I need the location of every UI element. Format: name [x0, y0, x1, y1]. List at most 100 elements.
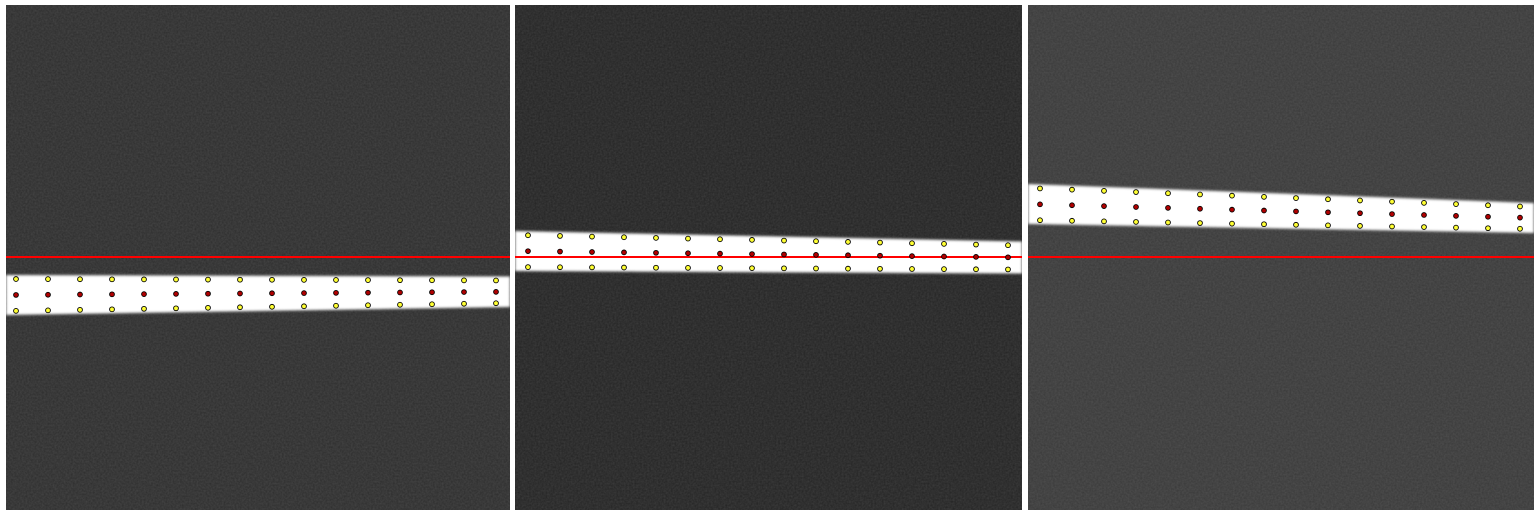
- center-marker: [1325, 209, 1331, 216]
- center-marker: [269, 290, 275, 297]
- edge-marker-top: [205, 276, 211, 283]
- center-marker: [941, 253, 947, 260]
- center-marker: [173, 291, 179, 297]
- edge-marker-top: [1325, 196, 1331, 203]
- edge-marker-bottom: [717, 265, 723, 271]
- edge-marker-bottom: [109, 306, 115, 313]
- center-marker: [205, 290, 211, 297]
- edge-marker-bottom: [557, 264, 563, 271]
- edge-marker-top: [749, 237, 755, 243]
- bright-stripe: [515, 231, 1022, 274]
- edge-marker-top: [141, 276, 147, 283]
- edge-marker-bottom: [1037, 217, 1043, 224]
- edge-marker-top: [109, 276, 115, 283]
- edge-marker-top: [1357, 197, 1363, 204]
- edge-marker-bottom: [653, 264, 659, 271]
- edge-marker-top: [557, 233, 563, 239]
- edge-marker-top: [45, 276, 51, 282]
- center-marker: [1069, 202, 1075, 209]
- edge-marker-bottom: [1485, 225, 1491, 232]
- center-marker: [429, 289, 435, 296]
- edge-marker-bottom: [1453, 224, 1459, 231]
- edge-marker-bottom: [621, 264, 627, 271]
- edge-marker-top: [877, 239, 883, 246]
- edge-marker-top: [1229, 192, 1235, 199]
- edge-marker-top: [1005, 242, 1011, 249]
- edge-marker-top: [1485, 202, 1491, 209]
- center-marker: [1037, 201, 1043, 208]
- edge-marker-top: [13, 276, 19, 282]
- center-marker: [461, 289, 467, 295]
- edge-marker-top: [845, 239, 851, 245]
- center-marker: [1005, 254, 1011, 261]
- edge-marker-bottom: [1357, 223, 1363, 229]
- edge-marker-bottom: [301, 303, 307, 310]
- edge-marker-top: [397, 277, 403, 284]
- edge-marker-top: [1037, 185, 1043, 192]
- center-marker: [525, 248, 531, 255]
- edge-marker-top: [365, 277, 371, 283]
- center-marker: [973, 254, 979, 260]
- edge-marker-top: [653, 235, 659, 241]
- edge-marker-bottom: [1261, 221, 1267, 228]
- edge-marker-bottom: [493, 300, 499, 307]
- center-marker: [589, 249, 595, 255]
- center-marker: [493, 288, 499, 295]
- edge-marker-top: [461, 277, 467, 284]
- edge-marker-bottom: [909, 266, 915, 272]
- center-marker: [1101, 203, 1107, 209]
- center-marker: [141, 291, 147, 297]
- edge-marker-top: [237, 276, 243, 283]
- center-marker: [1421, 212, 1427, 218]
- edge-marker-bottom: [877, 265, 883, 272]
- edge-marker-bottom: [1069, 217, 1075, 224]
- edge-marker-bottom: [429, 301, 435, 308]
- edge-marker-bottom: [1325, 222, 1331, 229]
- edge-marker-top: [77, 276, 83, 283]
- edge-marker-bottom: [365, 302, 371, 309]
- edge-marker-bottom: [141, 305, 147, 312]
- edge-marker-bottom: [1165, 219, 1171, 226]
- edge-marker-top: [1389, 198, 1395, 205]
- edge-marker-top: [717, 236, 723, 243]
- edge-marker-bottom: [813, 265, 819, 272]
- edge-marker-top: [909, 240, 915, 247]
- bright-stripe: [6, 275, 510, 315]
- edge-marker-top: [1165, 190, 1171, 197]
- edge-marker-bottom: [845, 265, 851, 272]
- edge-marker-bottom: [205, 304, 211, 311]
- image-panel-2: [515, 5, 1022, 510]
- edge-marker-top: [333, 277, 339, 283]
- edge-marker-top: [621, 234, 627, 241]
- center-marker: [397, 289, 403, 296]
- edge-marker-bottom: [1197, 220, 1203, 226]
- edge-marker-top: [1421, 200, 1427, 206]
- edge-marker-bottom: [1229, 220, 1235, 227]
- edge-marker-top: [173, 276, 179, 283]
- center-marker: [813, 252, 819, 258]
- center-marker: [685, 250, 691, 257]
- center-marker: [621, 249, 627, 256]
- center-marker: [717, 250, 723, 257]
- center-marker: [13, 292, 19, 298]
- edge-marker-top: [1293, 195, 1299, 201]
- edge-marker-top: [1101, 188, 1107, 194]
- edge-marker-top: [1453, 201, 1459, 207]
- edge-marker-top: [525, 232, 531, 239]
- center-marker: [77, 291, 83, 298]
- center-marker: [45, 291, 51, 298]
- edge-marker-top: [813, 238, 819, 245]
- center-marker: [909, 253, 915, 259]
- bright-stripe: [1028, 184, 1534, 233]
- edge-marker-top: [685, 235, 691, 242]
- image-panel-3: [1028, 5, 1534, 510]
- panel-1-canvas: [6, 5, 510, 510]
- edge-marker-bottom: [461, 300, 467, 307]
- edge-marker-bottom: [1517, 225, 1523, 232]
- panel-3-canvas: [1028, 5, 1534, 510]
- edge-marker-top: [1197, 191, 1203, 198]
- center-marker: [1165, 205, 1171, 211]
- edge-marker-top: [1261, 194, 1267, 200]
- center-marker: [653, 249, 659, 256]
- edge-marker-bottom: [237, 304, 243, 311]
